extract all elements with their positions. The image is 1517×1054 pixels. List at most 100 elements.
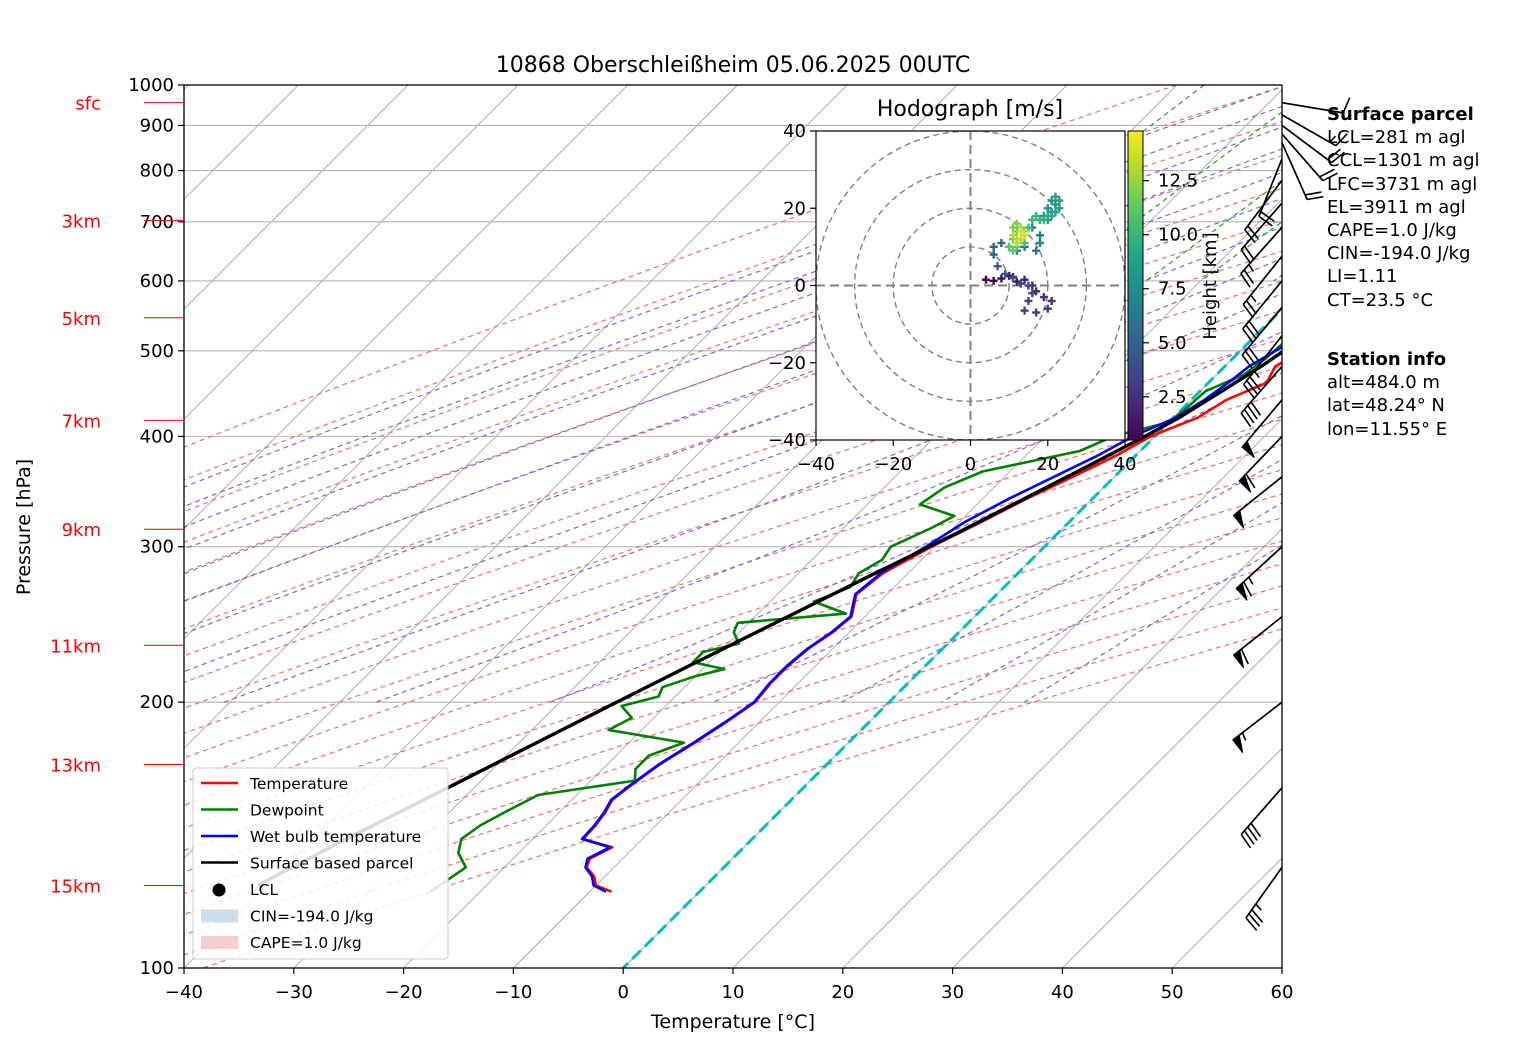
y-axis-label: Pressure [hPa]	[13, 459, 35, 595]
lfc-value: LFC=3731 m agl	[1327, 173, 1478, 195]
legend-item: LCL	[212, 881, 278, 899]
wind-barb	[1243, 335, 1283, 399]
hodograph-point	[1036, 239, 1045, 248]
hodograph-plot-area	[816, 131, 1125, 440]
mixing-ratio-line	[1491, 85, 1517, 281]
isotherm-line	[1062, 747, 1282, 968]
hodograph: Hodograph [m/s] −40 −20 0 20 40 −40 −20 0 20 40 2.…	[768, 97, 1221, 475]
y-tick-label: 600	[140, 271, 174, 292]
wind-barb	[1281, 124, 1345, 164]
wind-barb	[1244, 179, 1283, 244]
wind-barb	[1240, 787, 1283, 849]
hodograph-y-tick-label: 0	[795, 276, 806, 297]
hodograph-x-tick-label: −40	[797, 454, 835, 475]
x-tick-label: −40	[165, 982, 203, 1003]
hodograph-point	[1028, 215, 1037, 224]
legend-item: CIN=-194.0 J/kg	[201, 908, 373, 926]
isotherm-line	[622, 308, 1282, 968]
hodograph-point	[1008, 231, 1017, 240]
hodograph-y-tick-label: −40	[768, 430, 806, 451]
legend-item: Dewpoint	[201, 802, 324, 820]
y-tick-label: 500	[140, 341, 174, 362]
legend-label: Surface based parcel	[250, 855, 413, 873]
isotherm-line	[732, 418, 1282, 968]
y-tick-label: 800	[140, 161, 174, 182]
station-info-panel: Station info alt=484.0 m lat=48.24° N lo…	[1327, 348, 1447, 441]
wind-barb	[1241, 399, 1283, 458]
hodograph-point	[1055, 196, 1064, 205]
surface-based-parcel-profile	[256, 350, 1282, 888]
dewpoint-profile	[429, 342, 1282, 893]
y-tick-label: 200	[140, 692, 174, 713]
hodograph-point	[1032, 308, 1041, 317]
chart-title: 10868 Oberschleißheim 05.06.2025 00UTC	[496, 53, 971, 78]
x-tick-label: −20	[385, 982, 423, 1003]
moist-adiabat-line	[841, 458, 1282, 703]
surface-parcel-panel: Surface parcel LCL=281 m agl CCL=1301 m …	[1327, 103, 1480, 312]
isotherm-line	[513, 198, 1282, 968]
dry-adiabat-line	[184, 309, 1282, 684]
hodograph-point	[1047, 296, 1056, 305]
li-value: LI=1.11	[1327, 266, 1398, 288]
x-tick-label: 10	[722, 982, 745, 1003]
dry-adiabat-line	[184, 280, 1282, 657]
colorbar-tick-label: 5.0	[1158, 333, 1187, 354]
mixing-ratio-line	[1145, 179, 1282, 282]
hodograph-point	[1024, 296, 1033, 305]
hodograph-point	[1043, 204, 1052, 213]
y-tick-label: 100	[140, 958, 174, 979]
wind-barb	[1245, 866, 1283, 931]
station-longitude: lon=11.55° E	[1327, 418, 1448, 440]
dry-adiabat-line	[184, 121, 1282, 513]
hodograph-point	[1043, 304, 1052, 313]
isotherm-line	[842, 528, 1282, 968]
x-tick-label: 30	[941, 982, 964, 1003]
wind-barb	[1235, 546, 1283, 601]
colorbar-tick-label: 12.5	[1158, 171, 1198, 192]
y-tick-label: 900	[140, 115, 174, 136]
hodograph-point	[997, 274, 1006, 283]
dry-adiabat-line	[184, 585, 1282, 936]
height-label: 3km	[62, 212, 101, 233]
hodograph-point	[1016, 227, 1025, 236]
hodograph-point	[989, 276, 998, 285]
hodograph-point	[1032, 246, 1041, 255]
legend-item: Wet bulb temperature	[201, 828, 421, 846]
dry-adiabat-line	[184, 607, 1282, 956]
dry-adiabat-line	[184, 563, 1282, 916]
moist-adiabat-line	[184, 148, 1282, 550]
hodograph-x-tick-label: 0	[965, 454, 976, 475]
station-altitude: alt=484.0 m	[1327, 372, 1440, 394]
x-tick-label: 50	[1161, 982, 1184, 1003]
hodograph-point	[1036, 231, 1045, 240]
isotherm-line	[184, 85, 848, 750]
moist-adiabat-line	[184, 105, 1282, 508]
moist-adiabat-line	[184, 171, 1282, 575]
legend-label: CIN=-194.0 J/kg	[250, 908, 373, 926]
legend-label: Wet bulb temperature	[250, 828, 421, 846]
isotherm-line	[952, 637, 1282, 968]
y-tick-label: 300	[140, 537, 174, 558]
legend: Temperature Dewpoint Wet bulb temperature S…	[192, 767, 449, 960]
dry-adiabat-line	[184, 540, 1282, 895]
hodograph-point	[1020, 306, 1029, 315]
isotherm-line	[184, 85, 409, 310]
legend-label: CAPE=1.0 J/kg	[250, 934, 362, 952]
hodograph-colorbar	[1127, 130, 1144, 441]
wind-barb	[1281, 97, 1351, 114]
skewt-plot-content	[184, 85, 1517, 968]
hodograph-y-tick-label: 40	[783, 121, 806, 142]
wind-barb	[1240, 226, 1283, 288]
height-label: 7km	[62, 411, 101, 432]
wind-barb	[1281, 114, 1348, 147]
legend-item: CAPE=1.0 J/kg	[201, 934, 362, 952]
hodograph-point	[981, 275, 990, 284]
hodograph-point	[989, 250, 998, 259]
height-label: 9km	[62, 520, 101, 541]
skewt-plot-area: −40 −30 −20 −10 0 10 20 30 40 50 60100200300400500…	[50, 75, 1517, 1003]
hodograph-x-tick-label: 40	[1114, 454, 1137, 475]
dry-adiabat-line	[184, 444, 1282, 806]
x-tick-label: 0	[617, 982, 628, 1003]
height-label: 11km	[50, 636, 101, 657]
